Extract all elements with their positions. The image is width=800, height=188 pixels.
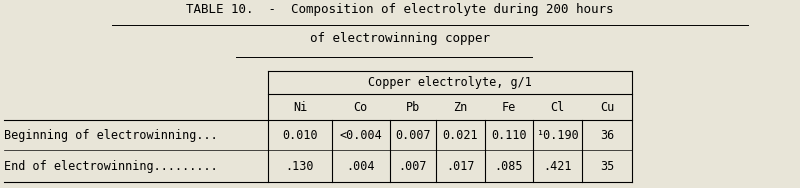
Text: of electrowinning copper: of electrowinning copper bbox=[310, 32, 490, 45]
Text: Copper electrolyte, g/1: Copper electrolyte, g/1 bbox=[368, 76, 532, 89]
Text: Co: Co bbox=[354, 101, 368, 114]
Text: 36: 36 bbox=[600, 129, 614, 142]
Text: .007: .007 bbox=[398, 160, 427, 173]
Text: .085: .085 bbox=[494, 160, 523, 173]
Text: 0.021: 0.021 bbox=[442, 129, 478, 142]
Text: 0.110: 0.110 bbox=[491, 129, 526, 142]
Text: ¹0.190: ¹0.190 bbox=[536, 129, 579, 142]
Text: <0.004: <0.004 bbox=[339, 129, 382, 142]
Text: Cl: Cl bbox=[550, 101, 565, 114]
Text: 0.007: 0.007 bbox=[395, 129, 430, 142]
Text: End of electrowinning.........: End of electrowinning......... bbox=[4, 160, 218, 173]
Text: Zn: Zn bbox=[454, 101, 467, 114]
Text: TABLE 10.  -  Composition of electrolyte during 200 hours: TABLE 10. - Composition of electrolyte d… bbox=[186, 3, 614, 16]
Text: Cu: Cu bbox=[600, 101, 614, 114]
Text: .421: .421 bbox=[543, 160, 572, 173]
Text: 0.010: 0.010 bbox=[282, 129, 318, 142]
Text: .017: .017 bbox=[446, 160, 474, 173]
Text: .004: .004 bbox=[346, 160, 375, 173]
Text: Beginning of electrowinning...: Beginning of electrowinning... bbox=[4, 129, 218, 142]
Text: Pb: Pb bbox=[406, 101, 420, 114]
Text: 35: 35 bbox=[600, 160, 614, 173]
Text: Ni: Ni bbox=[293, 101, 307, 114]
Text: .130: .130 bbox=[286, 160, 314, 173]
Text: Fe: Fe bbox=[502, 101, 516, 114]
